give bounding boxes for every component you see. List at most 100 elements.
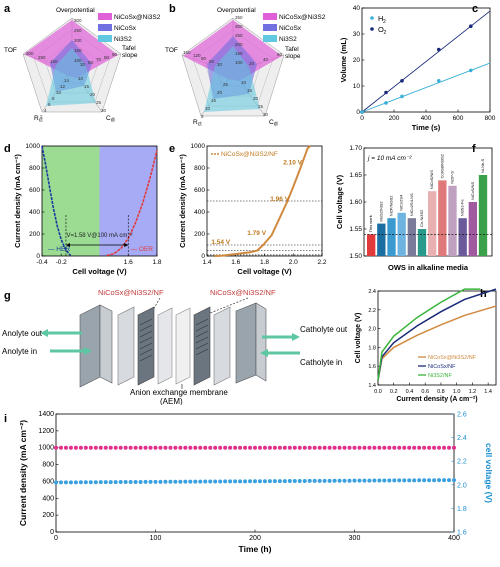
- x-tick-label: 0.8: [437, 389, 445, 395]
- svg-text:NiCoSx@Ni3S2: NiCoSx@Ni3S2: [114, 14, 161, 21]
- y2-tick-label: 1.6: [457, 530, 467, 537]
- radar-a-axis-rct: Rct: [34, 115, 43, 124]
- voltage-point: [452, 478, 456, 483]
- bar: [387, 218, 396, 256]
- radar-b-chart: b Overpotential Tafel slope Cdl Rct TOF …: [165, 3, 326, 128]
- y2-axis-label: cell voltage (V): [484, 443, 494, 503]
- current-point: [272, 445, 277, 450]
- current-point: [262, 445, 267, 450]
- svg-text:150: 150: [235, 51, 243, 56]
- radar-a-axis-tafel: Tafel: [122, 45, 136, 52]
- svg-text:250: 250: [235, 33, 243, 38]
- svg-text:300: 300: [235, 24, 243, 29]
- current-point: [287, 445, 292, 450]
- radar-a-axis-overpotential: Overpotential: [56, 7, 95, 14]
- membrane-abbr: (AEM): [160, 397, 183, 405]
- svg-text:20: 20: [90, 92, 96, 97]
- voltage-point: [163, 479, 168, 484]
- current-point: [103, 445, 108, 450]
- svg-text:120: 120: [193, 53, 201, 58]
- bar-label: MoS2/NiS2: [378, 201, 383, 222]
- y-tick-label: 200: [29, 231, 40, 238]
- y-tick-label: 40: [353, 5, 361, 12]
- y-axis-label: Cell voltage (V): [355, 313, 362, 364]
- current-point: [267, 445, 272, 450]
- svg-text:15: 15: [84, 84, 90, 89]
- voltage-point: [73, 480, 78, 485]
- y-tick-label: 800: [42, 462, 54, 469]
- svg-text:25: 25: [96, 100, 102, 105]
- current-point: [193, 445, 198, 450]
- voltage-point: [352, 478, 357, 483]
- voltage-point: [103, 480, 108, 485]
- current-point: [203, 445, 208, 450]
- y-tick-label: 200: [194, 231, 205, 238]
- panel-letter-i: i: [4, 413, 7, 425]
- anolyte-in-label: Anolyte in: [2, 347, 37, 356]
- her-curve: [41, 145, 72, 257]
- voltage-point: [387, 478, 392, 483]
- x-tick-label: 300: [349, 535, 361, 542]
- current-point: [297, 445, 302, 450]
- schematic-anode-label: NiCoSx@Ni3S2/NF: [98, 288, 164, 297]
- current-point: [382, 445, 387, 450]
- x-tick-label: 2.0: [289, 259, 298, 266]
- voltage-point: [183, 479, 188, 484]
- svg-text:10: 10: [78, 76, 84, 81]
- data-point: [400, 79, 404, 83]
- x-tick-label: 1.2: [469, 389, 477, 395]
- current-point: [168, 445, 173, 450]
- current-point: [437, 445, 442, 450]
- current-point: [452, 445, 456, 450]
- current-point: [218, 445, 223, 450]
- current-point: [432, 445, 437, 450]
- svg-text:6: 6: [48, 102, 51, 107]
- y-axis-label: Volume (mL): [339, 37, 348, 82]
- arrow-head: [124, 243, 129, 247]
- voltage-point: [158, 479, 163, 484]
- current-point: [113, 445, 118, 450]
- bar: [417, 229, 427, 256]
- radar-a-series-3: [46, 48, 96, 106]
- panel-h: h 0.0 0.2 0.4 0.6 0.8 1.0 1.2 1.4 1.4 1.6 1.8 2.0 2.…: [350, 285, 500, 410]
- voltage-point: [287, 479, 292, 484]
- current-point: [367, 445, 372, 450]
- x-tick-label: -0.2: [56, 259, 68, 266]
- data-point: [400, 94, 404, 99]
- bar: [377, 223, 386, 256]
- voltage-point: [143, 479, 148, 484]
- y2-tick-label: 2.4: [457, 435, 467, 442]
- y-tick-label: 400: [194, 209, 205, 216]
- svg-text:50: 50: [88, 60, 94, 65]
- voltage-point: [302, 478, 307, 483]
- legend-oer: — OER: [131, 246, 154, 253]
- voltage-point: [422, 478, 427, 483]
- current-point: [163, 445, 168, 450]
- voltage-point: [198, 479, 203, 484]
- voltage-point: [168, 479, 173, 484]
- x-tick-label: 1.8: [260, 259, 269, 266]
- panel-letter-f: f: [472, 143, 476, 155]
- data-point: [360, 110, 364, 114]
- x-tick-label: -0.4: [36, 259, 48, 266]
- svg-text:100: 100: [74, 58, 82, 63]
- y-tick-label: 0: [201, 253, 205, 260]
- voltage-point: [193, 479, 198, 484]
- bar: [407, 218, 417, 256]
- svg-text:NiCoSx: NiCoSx: [114, 25, 137, 32]
- svg-text:150: 150: [50, 59, 58, 64]
- x-tick-label: 0: [360, 115, 364, 122]
- svg-text:Ni3S2: Ni3S2: [279, 36, 297, 43]
- panel-letter-a: a: [4, 3, 11, 15]
- svg-text:40: 40: [263, 57, 269, 62]
- y2-tick-label: 1.8: [457, 506, 467, 513]
- x-tick-label: 1.6: [231, 259, 240, 266]
- voltage-point: [362, 478, 367, 483]
- x-tick-label: 0: [54, 535, 58, 542]
- current-point: [213, 445, 218, 450]
- current-point: [402, 445, 407, 450]
- current-point: [238, 445, 243, 450]
- svg-text:12: 12: [60, 84, 66, 89]
- voltage-point: [342, 478, 347, 483]
- voltage-point: [153, 479, 158, 484]
